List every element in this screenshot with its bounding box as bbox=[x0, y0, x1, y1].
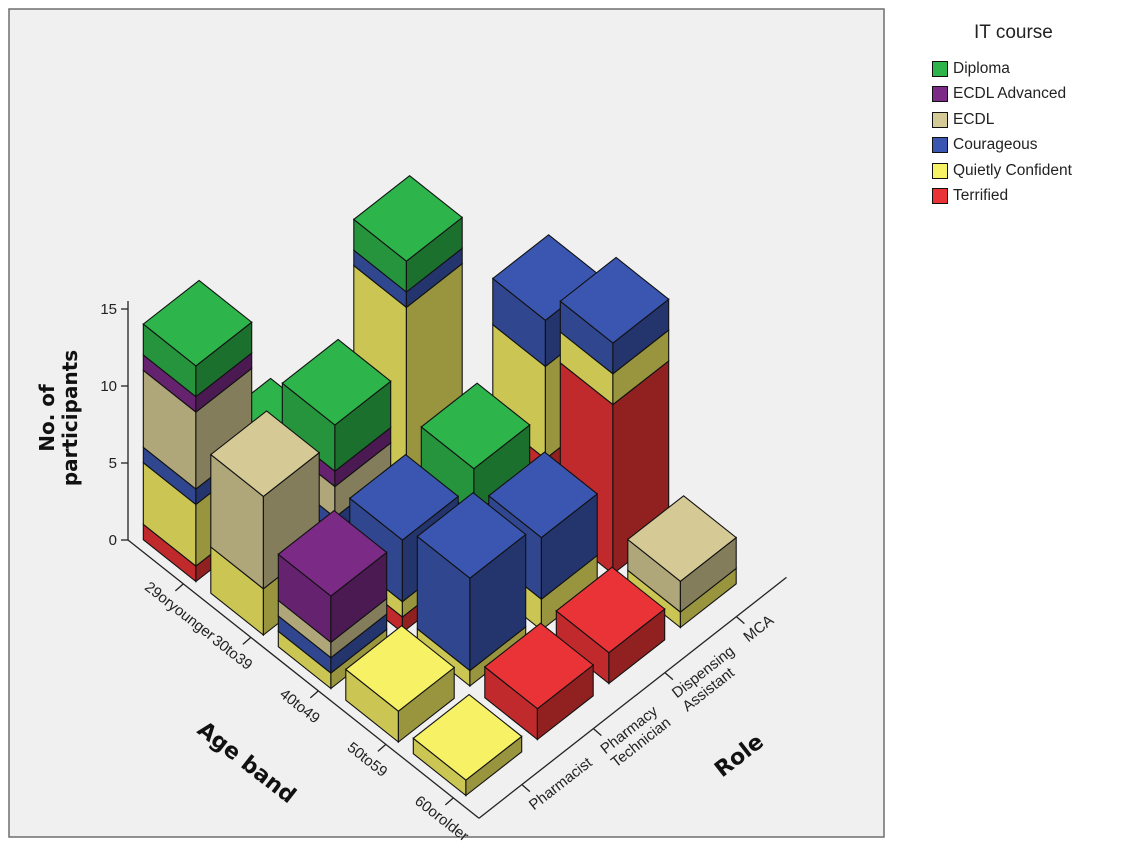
bar-top-40to49-dispensing-assistant bbox=[420, 382, 531, 470]
x-tick-2 bbox=[309, 690, 319, 699]
z-tick-2 bbox=[664, 672, 674, 681]
z-tick-0 bbox=[521, 784, 531, 793]
stack-60orolder-mca bbox=[626, 495, 738, 629]
legend-label: Terrified bbox=[953, 187, 1009, 205]
bar-top-50to59-pharmacy-technician bbox=[416, 491, 527, 579]
x-tick-0 bbox=[174, 583, 184, 592]
x-tick-4 bbox=[444, 797, 454, 806]
legend-label: ECDL Advanced bbox=[953, 85, 1067, 103]
stack-29oryounger-pharmacist bbox=[142, 279, 253, 583]
legend-item-courageous: Courageous bbox=[932, 133, 1122, 159]
x-axis-line bbox=[127, 539, 480, 819]
stack-50to59-pharmacist bbox=[344, 624, 456, 744]
legend-swatch-diploma bbox=[932, 60, 948, 77]
bar-top-30to39-dispensing-assistant bbox=[352, 174, 464, 262]
legend-swatch-ecdl-advanced bbox=[932, 86, 948, 103]
stack-60orolder-pharmacist bbox=[412, 693, 523, 797]
legend-label: Quietly Confident bbox=[953, 161, 1072, 179]
legend-swatch-courageous bbox=[932, 137, 948, 154]
z-tick-1 bbox=[592, 728, 602, 737]
legend-label: Diploma bbox=[953, 59, 1010, 77]
legend-label: ECDL bbox=[953, 110, 995, 128]
bar-top-60orolder-pharmacy-technician bbox=[483, 622, 595, 710]
legend-item-diploma: Diploma bbox=[932, 56, 1122, 82]
z-axis-line bbox=[478, 576, 787, 819]
stack-60orolder-pharmacy-technician bbox=[483, 622, 595, 741]
bar-top-30to39-pharmacist bbox=[209, 410, 321, 498]
legend-swatch-terrified bbox=[932, 188, 948, 205]
bar-top-50to59-mca bbox=[559, 256, 670, 344]
stack-40to49-pharmacist bbox=[277, 509, 388, 690]
legend-item-ecdl-advanced: ECDL Advanced bbox=[932, 82, 1122, 108]
x-tick-3 bbox=[377, 743, 387, 752]
bar-top-40to49-pharmacy-technician bbox=[348, 453, 460, 541]
z-tick-3 bbox=[735, 616, 745, 625]
bar-top-29oryounger-pharmacist bbox=[142, 279, 253, 367]
y-axis-title: No. ofparticipants bbox=[35, 350, 82, 486]
legend-item-terrified: Terrified bbox=[932, 184, 1122, 210]
stack-50to59-mca bbox=[559, 256, 670, 576]
y-tick-label-0: 0 bbox=[109, 532, 117, 549]
y-tick-label-1: 5 bbox=[109, 455, 117, 472]
x-tick-1 bbox=[242, 636, 252, 645]
bar-top-60orolder-mca bbox=[626, 495, 738, 583]
bar-top-60orolder-dispensing-assistant bbox=[555, 566, 666, 654]
legend-item-quietly-confident: Quietly Confident bbox=[932, 158, 1122, 184]
y-tick-label-2: 10 bbox=[100, 378, 117, 395]
y-tick-label-3: 15 bbox=[100, 301, 117, 318]
legend-item-ecdl: ECDL bbox=[932, 107, 1122, 133]
legend: IT course Diploma ECDL Advanced ECDL Courag… bbox=[932, 22, 1122, 209]
bar-top-30to39-pharmacy-technician bbox=[281, 338, 392, 426]
stack-50to59-pharmacy-technician bbox=[416, 491, 527, 688]
bar-top-50to59-dispensing-assistant bbox=[487, 451, 599, 539]
legend-swatch-quietly-confident bbox=[932, 162, 948, 179]
legend-swatch-ecdl bbox=[932, 111, 948, 128]
bar-top-40to49-pharmacist bbox=[277, 509, 388, 597]
bar-top-60orolder-pharmacist bbox=[412, 693, 523, 781]
legend-title: IT course bbox=[974, 22, 1053, 43]
legend-label: Courageous bbox=[953, 136, 1038, 154]
bar-top-50to59-pharmacist bbox=[344, 624, 456, 712]
